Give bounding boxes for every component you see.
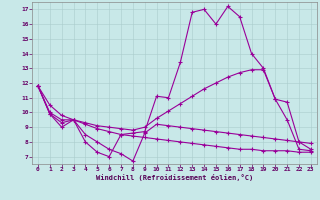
X-axis label: Windchill (Refroidissement éolien,°C): Windchill (Refroidissement éolien,°C): [96, 174, 253, 181]
